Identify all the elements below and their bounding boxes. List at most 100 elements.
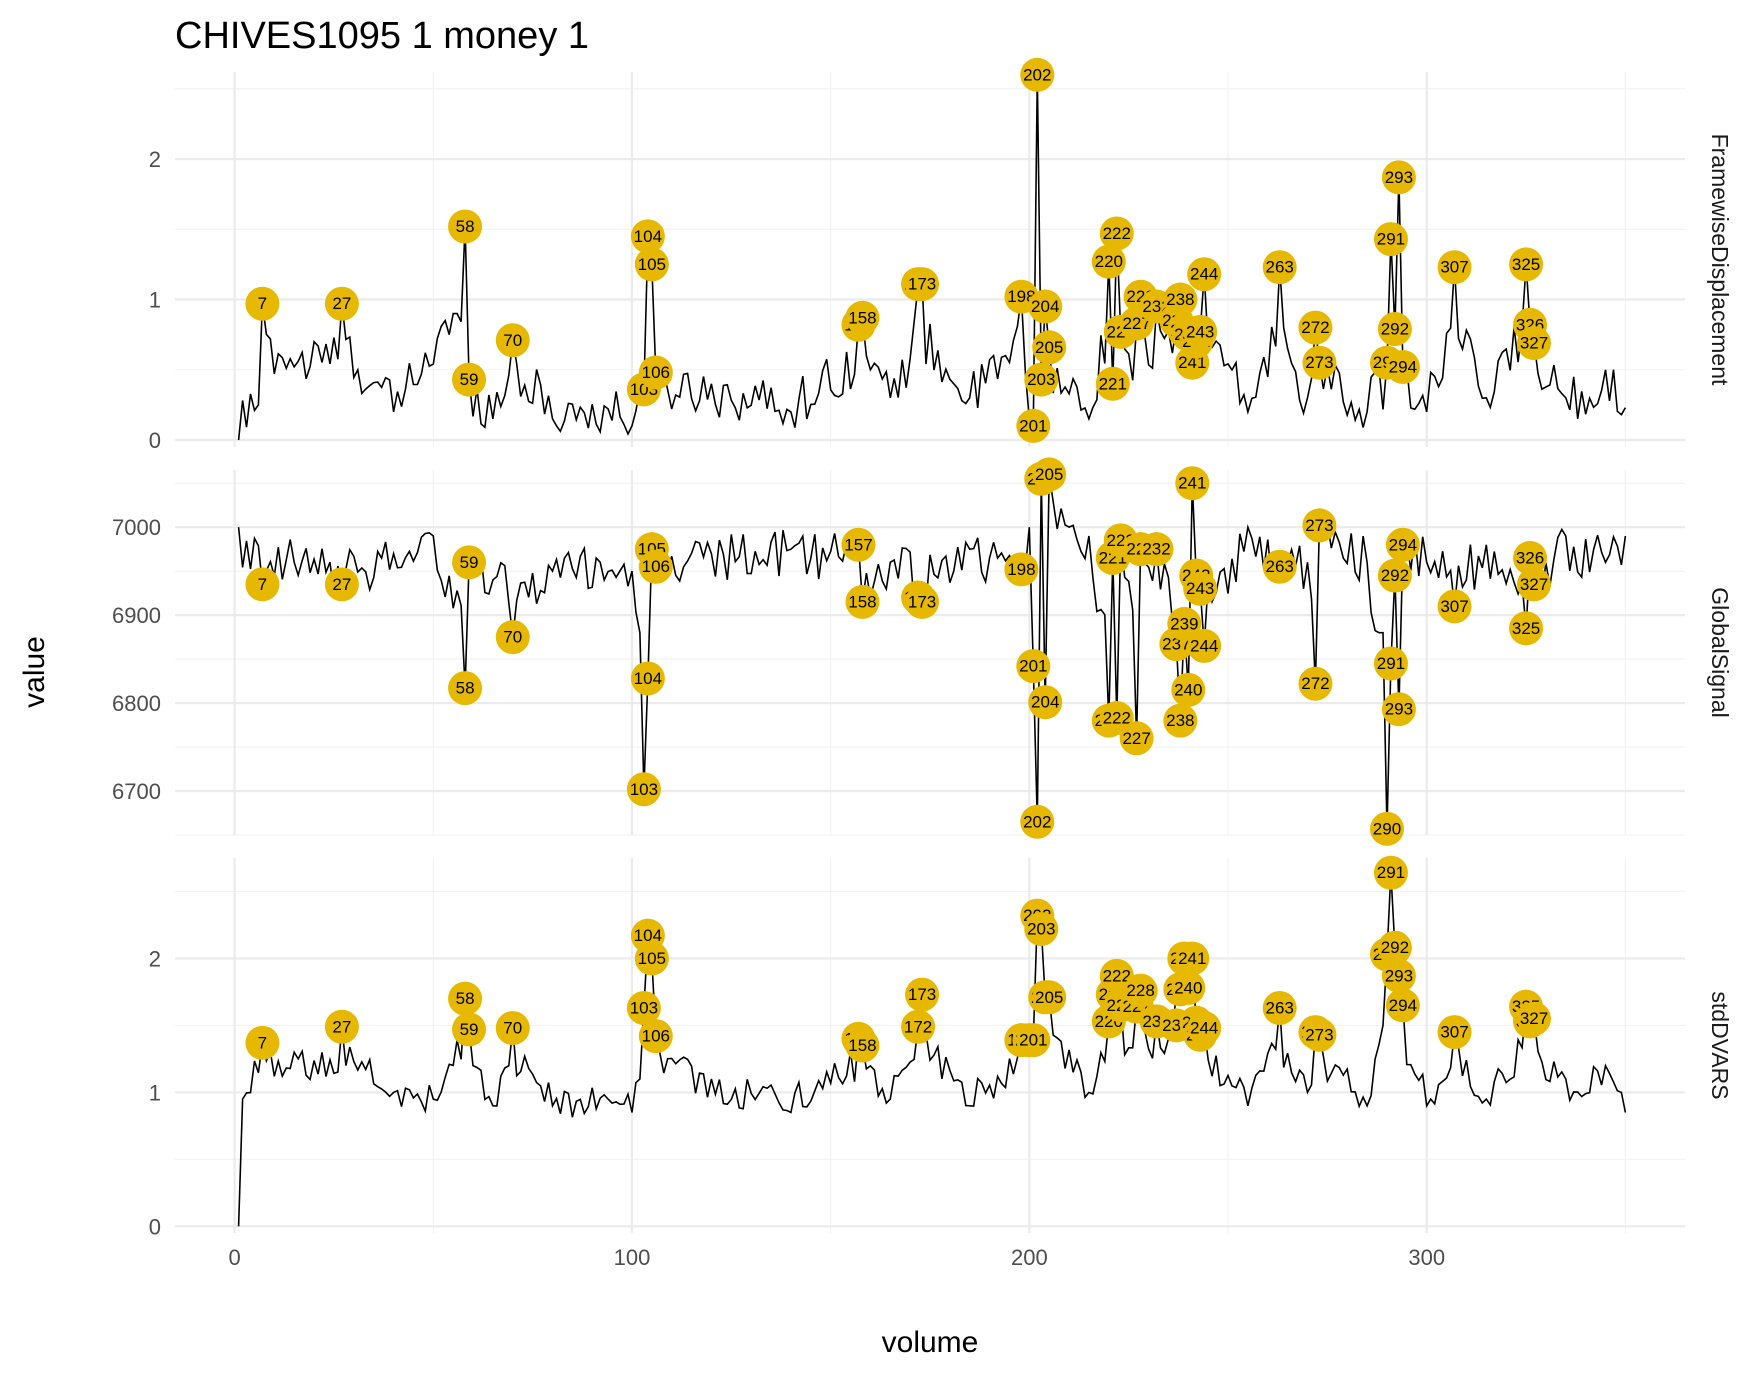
outlier-point [1139, 532, 1174, 567]
outlier-point [630, 219, 665, 254]
outlier-point [1381, 160, 1416, 195]
outlier-label: 293 [1385, 168, 1413, 187]
outlier-label: 201 [1019, 416, 1047, 435]
outlier-point [1020, 804, 1055, 839]
x-tick-label: 0 [228, 1245, 240, 1270]
outlier-label: 70 [503, 331, 522, 350]
outlier-point [448, 671, 483, 706]
outlier-point [1024, 911, 1059, 946]
outlier-label: 244 [1190, 1019, 1218, 1038]
outlier-point [845, 1028, 880, 1063]
outlier-point [452, 362, 487, 397]
outlier-point [1163, 703, 1198, 738]
outlier-label: 307 [1440, 1023, 1468, 1042]
outlier-point [495, 323, 530, 358]
outlier-label: 106 [642, 557, 670, 576]
outlier-label: 7 [258, 1033, 267, 1052]
outlier-point [1091, 244, 1126, 279]
outlier-label: 27 [332, 1017, 351, 1036]
outlier-label: 325 [1512, 619, 1540, 638]
outlier-point [1373, 646, 1408, 681]
outlier-label: 272 [1301, 318, 1329, 337]
outlier-label: 263 [1265, 999, 1293, 1018]
outlier-point [630, 661, 665, 696]
outlier-label: 104 [634, 669, 662, 688]
outlier-label: 243 [1186, 322, 1214, 341]
outlier-point [1262, 549, 1297, 584]
outlier-label: 238 [1166, 711, 1194, 730]
outlier-label: 7 [258, 294, 267, 313]
outlier-label: 238 [1166, 290, 1194, 309]
outlier-point [1175, 466, 1210, 501]
outlier-label: 222 [1103, 224, 1131, 243]
outlier-point [1028, 685, 1063, 720]
outlier-point [1171, 672, 1206, 707]
outlier-label: 241 [1178, 474, 1206, 493]
outlier-point [1099, 216, 1134, 251]
outlier-label: 173 [908, 985, 936, 1004]
outlier-point [1509, 611, 1544, 646]
outlier-point [1302, 508, 1337, 543]
outlier-point [1385, 349, 1420, 384]
outlier-label: 227 [1122, 314, 1150, 333]
outlier-point [905, 267, 940, 302]
outlier-point [245, 567, 280, 602]
outlier-label: 198 [1007, 560, 1035, 579]
series-line-stdDVARS [237, 872, 1627, 1227]
outlier-label: 307 [1440, 597, 1468, 616]
outlier-label: 103 [630, 999, 658, 1018]
outlier-label: 240 [1174, 680, 1202, 699]
outlier-label: 273 [1305, 1025, 1333, 1044]
x-axis: 0 100 200 300 [228, 1245, 1445, 1270]
outlier-point [1119, 721, 1154, 756]
outlier-label: 203 [1027, 370, 1055, 389]
outlier-point [448, 981, 483, 1016]
outlier-point [1262, 250, 1297, 285]
outlier-label: 292 [1381, 938, 1409, 957]
outlier-point [1187, 1011, 1222, 1046]
outlier-point [905, 584, 940, 619]
y-tick-label: 2 [149, 147, 161, 172]
outlier-label: 263 [1265, 557, 1293, 576]
outlier-label: 294 [1389, 535, 1417, 554]
outlier-label: 205 [1035, 465, 1063, 484]
outlier-label: 244 [1190, 265, 1218, 284]
outlier-label: 240 [1174, 978, 1202, 997]
outlier-label: 232 [1142, 540, 1170, 559]
outlier-point [245, 1025, 280, 1060]
outlier-label: 27 [332, 575, 351, 594]
outlier-point [1381, 958, 1416, 993]
outlier-point [1437, 250, 1472, 285]
outlier-point [1095, 366, 1130, 401]
outlier-label: 27 [332, 294, 351, 313]
outlier-label: 198 [1007, 287, 1035, 306]
outlier-point [1377, 312, 1412, 347]
outlier-point [1183, 571, 1218, 606]
outlier-label: 222 [1103, 966, 1131, 985]
outlier-point [1513, 540, 1548, 575]
y-tick-label: 6800 [112, 691, 161, 716]
outlier-point [1171, 970, 1206, 1005]
outlier-point [1517, 326, 1551, 361]
outlier-label: 173 [908, 275, 936, 294]
y-tick-label: 2 [149, 946, 161, 971]
outlier-point [495, 1011, 530, 1046]
outlier-point [1016, 1023, 1051, 1058]
outlier-point [1377, 558, 1412, 593]
facet-strip-label: FramewiseDisplacement [1707, 134, 1733, 386]
outlier-point [1016, 408, 1051, 443]
y-tick-label: 6700 [112, 779, 161, 804]
outlier-label: 70 [503, 1019, 522, 1038]
outlier-label: 326 [1516, 548, 1544, 567]
outlier-label: 291 [1377, 654, 1405, 673]
outlier-point [452, 545, 487, 580]
outlier-point [1183, 314, 1218, 349]
outlier-point [1024, 362, 1059, 397]
outlier-point [1373, 855, 1408, 890]
outlier-point [1381, 692, 1416, 727]
outlier-point [1187, 628, 1222, 663]
outlier-point [324, 1009, 359, 1044]
outlier-label: 106 [642, 363, 670, 382]
outlier-label: 291 [1377, 230, 1405, 249]
